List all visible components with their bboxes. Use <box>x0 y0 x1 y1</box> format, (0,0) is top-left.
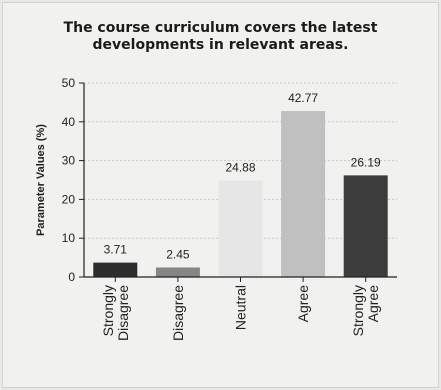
y-axis-label: Parameter Values (%) <box>35 124 47 236</box>
bar <box>93 262 138 277</box>
x-tick-label: Strongly Agree <box>350 285 381 337</box>
x-tick-label: Agree <box>295 285 311 323</box>
value-labels: 3.71 2.45 24.88 42.77 26.19 <box>104 91 381 261</box>
x-tick-labels: Strongly Disagree Disagree Neutral Agree Stro… <box>100 285 381 341</box>
bar-value-label: 26.19 <box>351 155 381 169</box>
bar <box>155 267 200 277</box>
x-tick-label-line: Disagree <box>115 285 131 341</box>
y-tick-label: 20 <box>62 192 76 206</box>
bar-value-label: 42.77 <box>288 91 318 105</box>
y-ticks: 0 10 20 30 40 50 <box>62 76 84 284</box>
chart-title-line-2: developments in relevant areas. <box>92 37 349 53</box>
x-tick-label: Strongly Disagree <box>100 285 131 341</box>
bar-value-label: 24.88 <box>225 160 255 174</box>
bar <box>343 175 388 277</box>
bar <box>281 111 326 277</box>
x-tick-label-line: Disagree <box>170 285 186 341</box>
x-tick-label-line: Neutral <box>233 285 249 330</box>
y-tick-label: 10 <box>62 231 76 245</box>
y-tick-label: 40 <box>62 115 76 129</box>
x-tick-label-line: Strongly <box>350 285 366 336</box>
chart-title: The course curriculum covers the latest … <box>0 20 441 54</box>
x-tick-label: Neutral <box>233 285 249 330</box>
y-tick-label: 0 <box>68 270 75 284</box>
y-tick-label: 30 <box>62 154 76 168</box>
bars <box>93 111 388 277</box>
bar <box>218 180 263 277</box>
bar-value-label: 3.71 <box>104 243 128 257</box>
x-tick-label-line: Agree <box>365 285 381 323</box>
x-tick-label-line: Strongly <box>100 285 116 336</box>
x-tick-label-line: Agree <box>295 285 311 323</box>
axes <box>83 83 397 282</box>
x-tick-label: Disagree <box>170 285 186 341</box>
chart-title-line-1: The course curriculum covers the latest <box>63 20 378 36</box>
y-tick-label: 50 <box>62 76 76 90</box>
bar-value-label: 2.45 <box>166 247 190 261</box>
